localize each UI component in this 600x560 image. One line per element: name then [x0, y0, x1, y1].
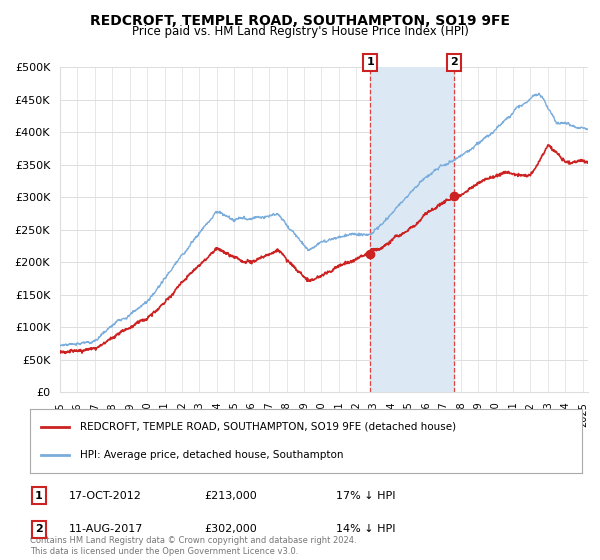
- Text: 2: 2: [450, 57, 458, 67]
- Text: Contains HM Land Registry data © Crown copyright and database right 2024.
This d: Contains HM Land Registry data © Crown c…: [30, 536, 356, 556]
- Text: 17% ↓ HPI: 17% ↓ HPI: [336, 491, 395, 501]
- Text: 17-OCT-2012: 17-OCT-2012: [69, 491, 142, 501]
- Bar: [370, 67, 454, 392]
- Text: 14% ↓ HPI: 14% ↓ HPI: [336, 524, 395, 534]
- Text: 2: 2: [35, 524, 43, 534]
- Text: REDCROFT, TEMPLE ROAD, SOUTHAMPTON, SO19 9FE (detached house): REDCROFT, TEMPLE ROAD, SOUTHAMPTON, SO19…: [80, 422, 456, 432]
- Text: HPI: Average price, detached house, Southampton: HPI: Average price, detached house, Sout…: [80, 450, 343, 460]
- Text: £213,000: £213,000: [204, 491, 257, 501]
- Text: Price paid vs. HM Land Registry's House Price Index (HPI): Price paid vs. HM Land Registry's House …: [131, 25, 469, 38]
- Text: £302,000: £302,000: [204, 524, 257, 534]
- Text: 1: 1: [35, 491, 43, 501]
- Text: 11-AUG-2017: 11-AUG-2017: [69, 524, 143, 534]
- Text: 1: 1: [367, 57, 374, 67]
- Text: REDCROFT, TEMPLE ROAD, SOUTHAMPTON, SO19 9FE: REDCROFT, TEMPLE ROAD, SOUTHAMPTON, SO19…: [90, 14, 510, 28]
